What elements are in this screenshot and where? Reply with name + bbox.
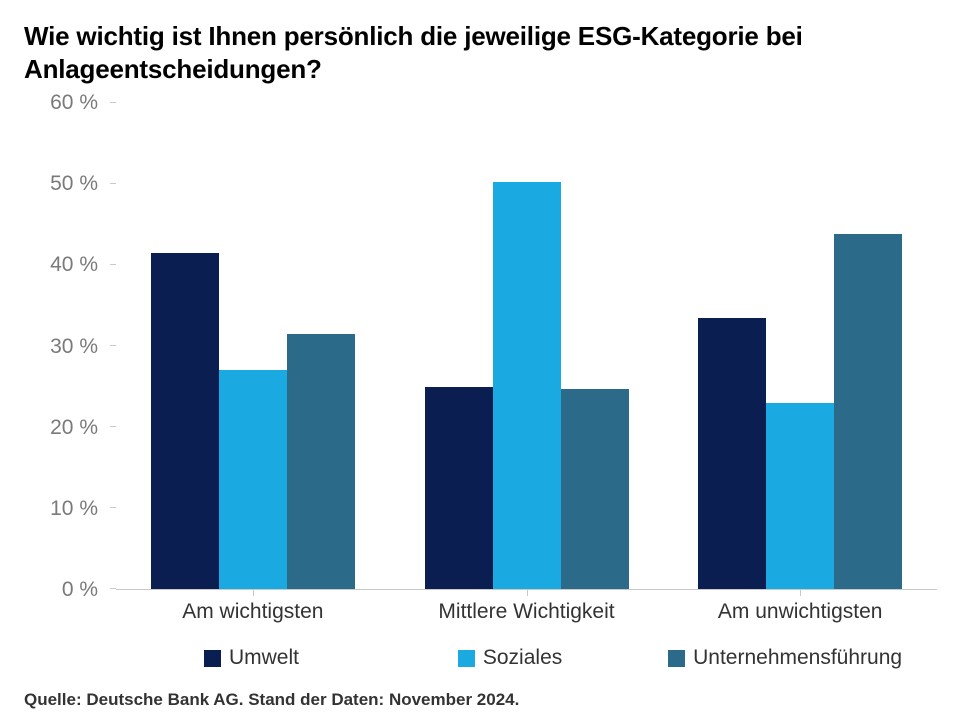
legend-swatch	[458, 650, 475, 667]
x-axis-label: Mittlere Wichtigkeit	[390, 600, 664, 624]
bar	[766, 403, 834, 589]
bar	[561, 389, 629, 589]
y-tick-mark	[110, 345, 116, 346]
y-tick-mark	[110, 507, 116, 508]
bar	[834, 234, 902, 589]
legend-label: Soziales	[483, 646, 562, 670]
bar	[425, 387, 493, 590]
source-line: Quelle: Deutsche Bank AG. Stand der Date…	[24, 690, 937, 710]
legend-swatch	[668, 650, 685, 667]
bar-group	[116, 103, 390, 589]
y-tick-label: 10 %	[50, 497, 98, 521]
y-tick-mark	[110, 426, 116, 427]
bar-groups	[116, 103, 937, 589]
legend-item: Soziales	[387, 646, 633, 670]
legend-swatch	[204, 650, 221, 667]
bar	[287, 334, 355, 589]
legend: Umwelt Soziales Unternehmensführung	[116, 646, 937, 670]
bar-group	[390, 103, 664, 589]
legend-item: Unternehmensführung	[633, 646, 937, 670]
y-tick-mark	[110, 588, 116, 589]
y-tick-label: 50 %	[50, 172, 98, 196]
y-tick-label: 60 %	[50, 91, 98, 115]
bar	[698, 318, 766, 589]
bar	[493, 182, 561, 589]
y-tick-mark	[110, 264, 116, 265]
bar-group	[663, 103, 937, 589]
y-tick-mark	[110, 183, 116, 184]
chart-area: 0 %10 %20 %30 %40 %50 %60 % Am wichtigst…	[24, 103, 937, 670]
y-axis: 0 %10 %20 %30 %40 %50 %60 %	[24, 103, 116, 590]
plot-row: 0 %10 %20 %30 %40 %50 %60 %	[24, 103, 937, 590]
y-tick-label: 30 %	[50, 335, 98, 359]
legend-item: Umwelt	[116, 646, 387, 670]
y-tick-label: 20 %	[50, 416, 98, 440]
x-tick-mark	[527, 589, 528, 596]
plot-area	[116, 103, 937, 590]
bar	[219, 370, 287, 589]
bar	[151, 253, 219, 589]
x-tick-mark	[253, 589, 254, 596]
chart-container: Wie wichtig ist Ihnen persönlich die jew…	[0, 0, 961, 726]
x-axis-label: Am unwichtigsten	[663, 600, 937, 624]
chart-title: Wie wichtig ist Ihnen persönlich die jew…	[24, 20, 937, 85]
x-tick-mark	[800, 589, 801, 596]
legend-label: Umwelt	[229, 646, 299, 670]
y-tick-label: 0 %	[62, 578, 98, 602]
x-axis-label: Am wichtigsten	[116, 600, 390, 624]
legend-label: Unternehmensführung	[693, 646, 902, 670]
y-tick-label: 40 %	[50, 253, 98, 277]
y-tick-mark	[110, 102, 116, 103]
